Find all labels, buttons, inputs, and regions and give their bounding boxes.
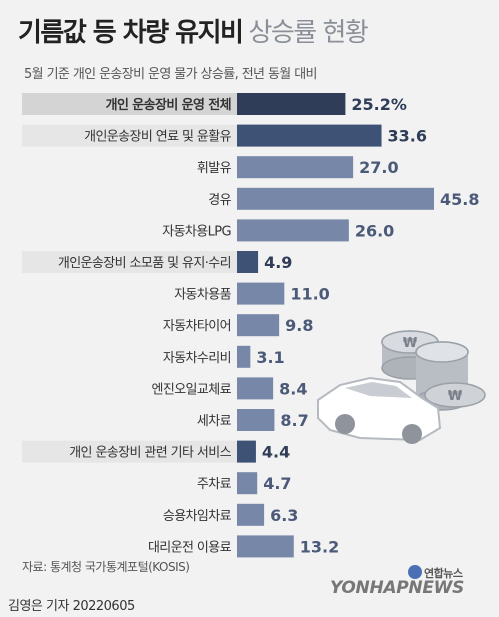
title-main: 기름값 등 차량 유지비 xyxy=(18,18,244,48)
value-label: 25.2% xyxy=(351,95,407,114)
chart-title: 기름값 등 차량 유지비 상승률 현황 xyxy=(18,12,369,49)
bar xyxy=(237,440,256,463)
svg-text:₩: ₩ xyxy=(448,389,463,404)
value-label: 6.3 xyxy=(270,506,298,525)
logo-korean: 연합뉴스 xyxy=(424,567,463,580)
category-label: 경유 xyxy=(208,193,231,208)
value-label: 26.0 xyxy=(355,221,394,240)
category-label: 자동차용LPG xyxy=(162,224,231,239)
category-label: 개인운송장비 소모품 및 유지·수리 xyxy=(58,256,231,271)
bar xyxy=(237,535,294,558)
value-label: 27.0 xyxy=(359,158,398,177)
category-label: 세차료 xyxy=(197,414,232,429)
category-label: 자동차용품 xyxy=(174,288,231,303)
source-note: 자료: 통계청 국가통계포털(KOSIS) xyxy=(22,560,190,574)
value-label: 9.8 xyxy=(285,316,313,335)
value-label: 13.2 xyxy=(300,537,339,556)
value-label: 8.7 xyxy=(280,411,308,430)
value-label: 4.4 xyxy=(262,443,290,462)
yonhap-logo-icon xyxy=(408,565,422,579)
chart-subtitle: 5월 기준 개인 운송장비 운영 물가 상승률, 전년 동월 대비 xyxy=(24,67,318,82)
bar xyxy=(237,377,274,400)
car-icon xyxy=(317,376,442,444)
value-label: 33.6 xyxy=(388,127,427,146)
category-label: 개인 운송장비 관련 기타 서비스 xyxy=(69,446,231,461)
category-highlight-box xyxy=(22,440,237,463)
bar xyxy=(237,282,285,305)
bar xyxy=(237,187,434,210)
bar xyxy=(237,219,349,242)
byline: 김영은 기자 20220605 xyxy=(8,599,135,614)
bar xyxy=(237,409,275,431)
title-sub: 상승률 현황 xyxy=(248,18,368,48)
category-label: 엔진오일교체료 xyxy=(151,382,231,397)
coin-stack-icon: ₩ ₩ xyxy=(381,330,486,411)
svg-text:₩: ₩ xyxy=(403,336,418,351)
bar xyxy=(237,251,259,273)
category-highlight-box xyxy=(22,93,237,115)
value-label: 4.9 xyxy=(264,253,292,272)
category-label: 자동차수리비 xyxy=(163,351,231,366)
category-label: 승용차임차료 xyxy=(163,509,232,524)
bar xyxy=(237,314,280,337)
category-highlight-box xyxy=(22,124,237,147)
car-and-coins-illustration: ₩ ₩ xyxy=(317,330,486,444)
bar xyxy=(237,472,258,495)
bar xyxy=(237,156,354,179)
value-label: 45.8 xyxy=(440,190,479,209)
value-label: 3.1 xyxy=(256,348,284,367)
value-label: 8.4 xyxy=(279,379,307,398)
bar xyxy=(237,93,346,115)
category-label: 대리운전 이용료 xyxy=(148,540,232,555)
bar xyxy=(237,503,265,526)
category-label: 자동차타이어 xyxy=(163,319,231,334)
category-label: 개인 운송장비 운영 전체 xyxy=(106,97,231,113)
bar xyxy=(237,124,382,147)
logo-english: YONHAPNEWS xyxy=(330,578,465,598)
category-label: 개인운송장비 연료 및 윤활유 xyxy=(84,130,232,145)
bar xyxy=(237,345,251,368)
category-label: 주차료 xyxy=(197,477,232,492)
category-highlight-box xyxy=(22,251,237,273)
value-label: 4.7 xyxy=(263,474,291,493)
category-label: 휘발유 xyxy=(197,161,232,176)
value-label: 11.0 xyxy=(290,285,329,304)
